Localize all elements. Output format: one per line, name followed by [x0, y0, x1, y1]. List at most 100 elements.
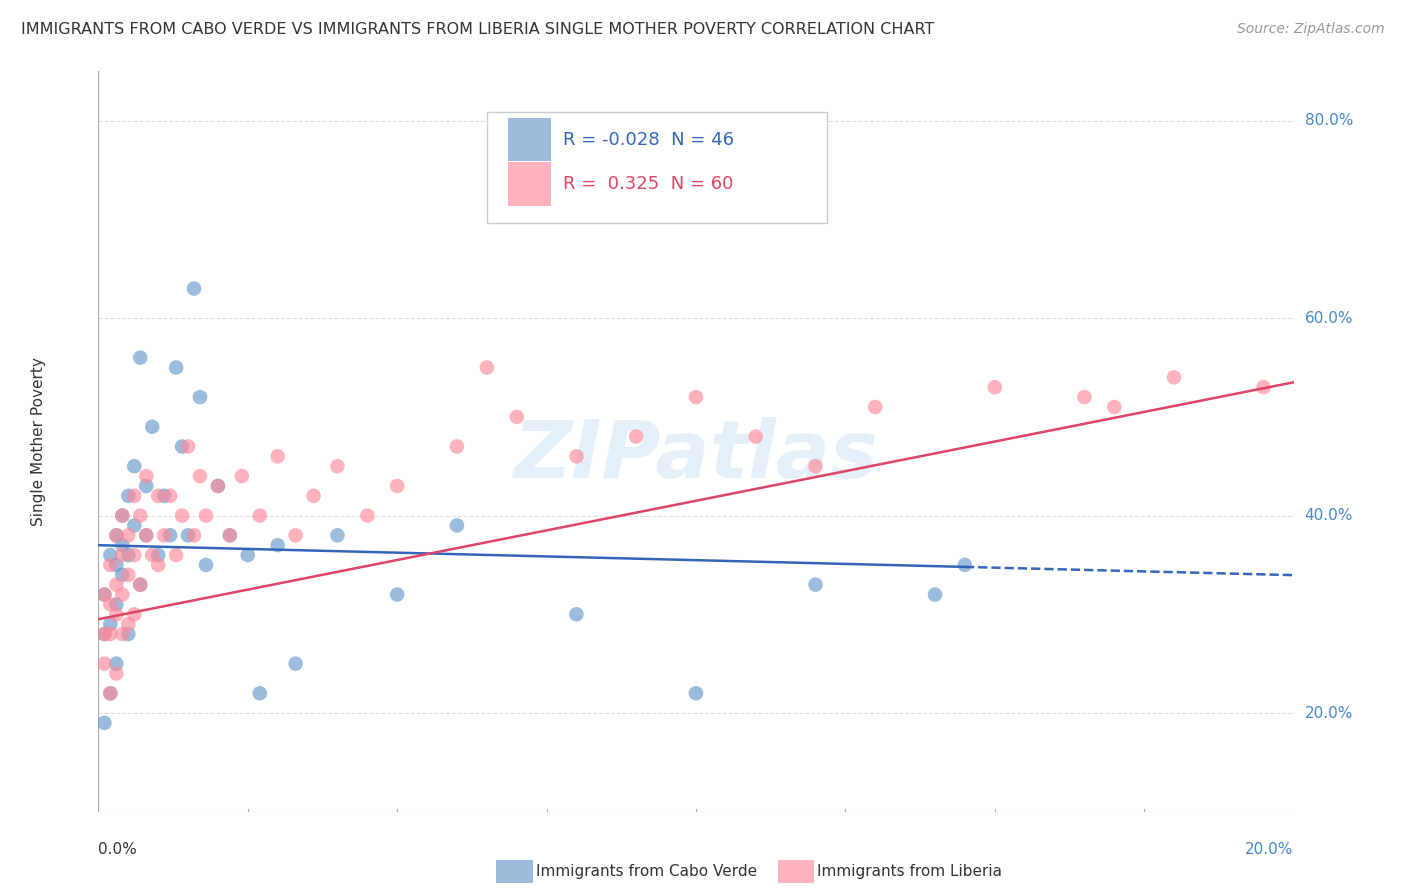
Point — [172, 508, 194, 523]
Point — [111, 627, 134, 641]
Point — [111, 508, 134, 523]
Point — [745, 429, 768, 443]
Point — [98, 558, 122, 572]
Point — [129, 508, 152, 523]
Point — [183, 528, 205, 542]
Point — [124, 548, 146, 562]
Point — [267, 450, 290, 464]
Text: 20.0%: 20.0% — [1246, 842, 1294, 857]
Point — [231, 469, 253, 483]
Point — [105, 528, 128, 542]
Point — [177, 440, 200, 454]
Point — [111, 508, 134, 523]
FancyBboxPatch shape — [509, 162, 551, 206]
Point — [129, 577, 152, 591]
Point — [98, 627, 122, 641]
Point — [141, 419, 163, 434]
Point — [865, 400, 887, 414]
Point — [188, 469, 211, 483]
Point — [953, 558, 976, 572]
Text: 80.0%: 80.0% — [1305, 113, 1353, 128]
Point — [98, 686, 122, 700]
Point — [188, 390, 211, 404]
Point — [124, 607, 146, 622]
Point — [249, 686, 271, 700]
Point — [326, 528, 349, 542]
Point — [98, 548, 122, 562]
Point — [135, 528, 157, 542]
Point — [159, 489, 181, 503]
Point — [105, 607, 128, 622]
Point — [165, 548, 187, 562]
Point — [172, 440, 194, 454]
Point — [117, 567, 139, 582]
Text: Immigrants from Cabo Verde: Immigrants from Cabo Verde — [536, 864, 756, 879]
Point — [159, 528, 181, 542]
Point — [124, 518, 146, 533]
Point — [98, 686, 122, 700]
Text: IMMIGRANTS FROM CABO VERDE VS IMMIGRANTS FROM LIBERIA SINGLE MOTHER POVERTY CORR: IMMIGRANTS FROM CABO VERDE VS IMMIGRANTS… — [21, 22, 935, 37]
Point — [1253, 380, 1275, 394]
Point — [148, 558, 170, 572]
Point — [93, 627, 115, 641]
Point — [93, 588, 115, 602]
Point — [105, 657, 128, 671]
Text: 20.0%: 20.0% — [1305, 706, 1353, 721]
Point — [685, 686, 707, 700]
FancyBboxPatch shape — [509, 118, 551, 161]
Point — [153, 489, 176, 503]
Point — [93, 588, 115, 602]
Point — [984, 380, 1007, 394]
Point — [385, 479, 409, 493]
Text: R =  0.325  N = 60: R = 0.325 N = 60 — [564, 175, 734, 193]
Point — [117, 528, 139, 542]
Point — [1104, 400, 1126, 414]
Point — [98, 617, 122, 632]
Point — [111, 548, 134, 562]
Point — [249, 508, 271, 523]
Point — [93, 715, 115, 730]
Text: 60.0%: 60.0% — [1305, 310, 1353, 326]
Point — [267, 538, 290, 552]
Point — [385, 588, 409, 602]
Point — [124, 459, 146, 474]
Point — [207, 479, 229, 493]
Point — [446, 440, 468, 454]
Point — [98, 598, 122, 612]
Point — [105, 666, 128, 681]
Point — [117, 627, 139, 641]
Text: R = -0.028  N = 46: R = -0.028 N = 46 — [564, 130, 734, 149]
Text: Source: ZipAtlas.com: Source: ZipAtlas.com — [1237, 22, 1385, 37]
Point — [111, 538, 134, 552]
Point — [475, 360, 498, 375]
Point — [565, 450, 588, 464]
Point — [105, 598, 128, 612]
Point — [129, 351, 152, 365]
Point — [141, 548, 163, 562]
Point — [105, 577, 128, 591]
Point — [135, 469, 157, 483]
Point — [284, 528, 307, 542]
FancyBboxPatch shape — [486, 112, 828, 223]
Point — [117, 489, 139, 503]
Point — [105, 558, 128, 572]
Text: Immigrants from Liberia: Immigrants from Liberia — [817, 864, 1002, 879]
Point — [117, 548, 139, 562]
Point — [117, 617, 139, 632]
Point — [135, 479, 157, 493]
Point — [165, 360, 187, 375]
Point — [565, 607, 588, 622]
Point — [105, 528, 128, 542]
Point — [93, 627, 115, 641]
Text: 40.0%: 40.0% — [1305, 508, 1353, 523]
Point — [219, 528, 242, 542]
Point — [111, 567, 134, 582]
Point — [195, 558, 218, 572]
Point — [804, 459, 827, 474]
Point — [148, 489, 170, 503]
Point — [124, 489, 146, 503]
Point — [207, 479, 229, 493]
Point — [626, 429, 648, 443]
Text: ZIPatlas: ZIPatlas — [513, 417, 879, 495]
Point — [219, 528, 242, 542]
